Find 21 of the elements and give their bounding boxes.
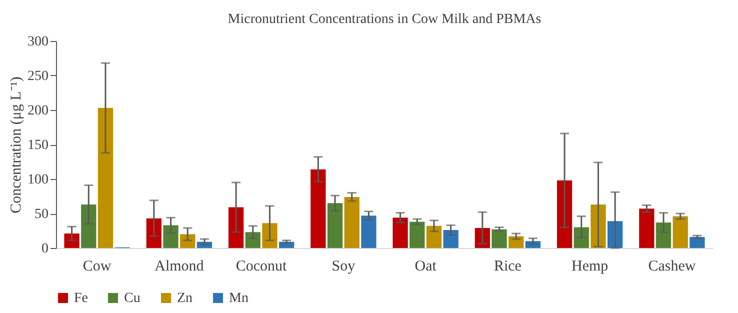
x-tick-label: Oat (414, 258, 438, 274)
x-tick-label: Almond (154, 258, 204, 274)
x-tick-label: Cashew (648, 258, 696, 274)
legend-label: Zn (177, 291, 193, 306)
x-tick-label: Hemp (571, 258, 608, 274)
y-tick-label: 200 (28, 104, 48, 118)
y-tick-label: 100 (28, 172, 48, 188)
legend-label: Fe (74, 291, 88, 306)
y-axis-title: Concentration (μg L⁻¹) (8, 76, 24, 214)
y-tick-label: 150 (28, 138, 48, 153)
chart-title: Micronutrient Concentrations in Cow Milk and PBMAs (228, 12, 542, 27)
legend-label: Mn (229, 291, 248, 306)
x-tick-label: Soy (332, 258, 356, 274)
x-tick-label: Cow (82, 258, 112, 274)
y-tick-label: 50 (34, 207, 48, 222)
x-tick-label: Rice (494, 258, 522, 274)
y-tick-label: 0 (42, 242, 48, 256)
legend-label: Cu (124, 291, 140, 306)
y-tick-label: 300 (28, 34, 48, 50)
x-tick-label: Coconut (236, 258, 288, 274)
y-tick-label: 250 (28, 69, 48, 84)
